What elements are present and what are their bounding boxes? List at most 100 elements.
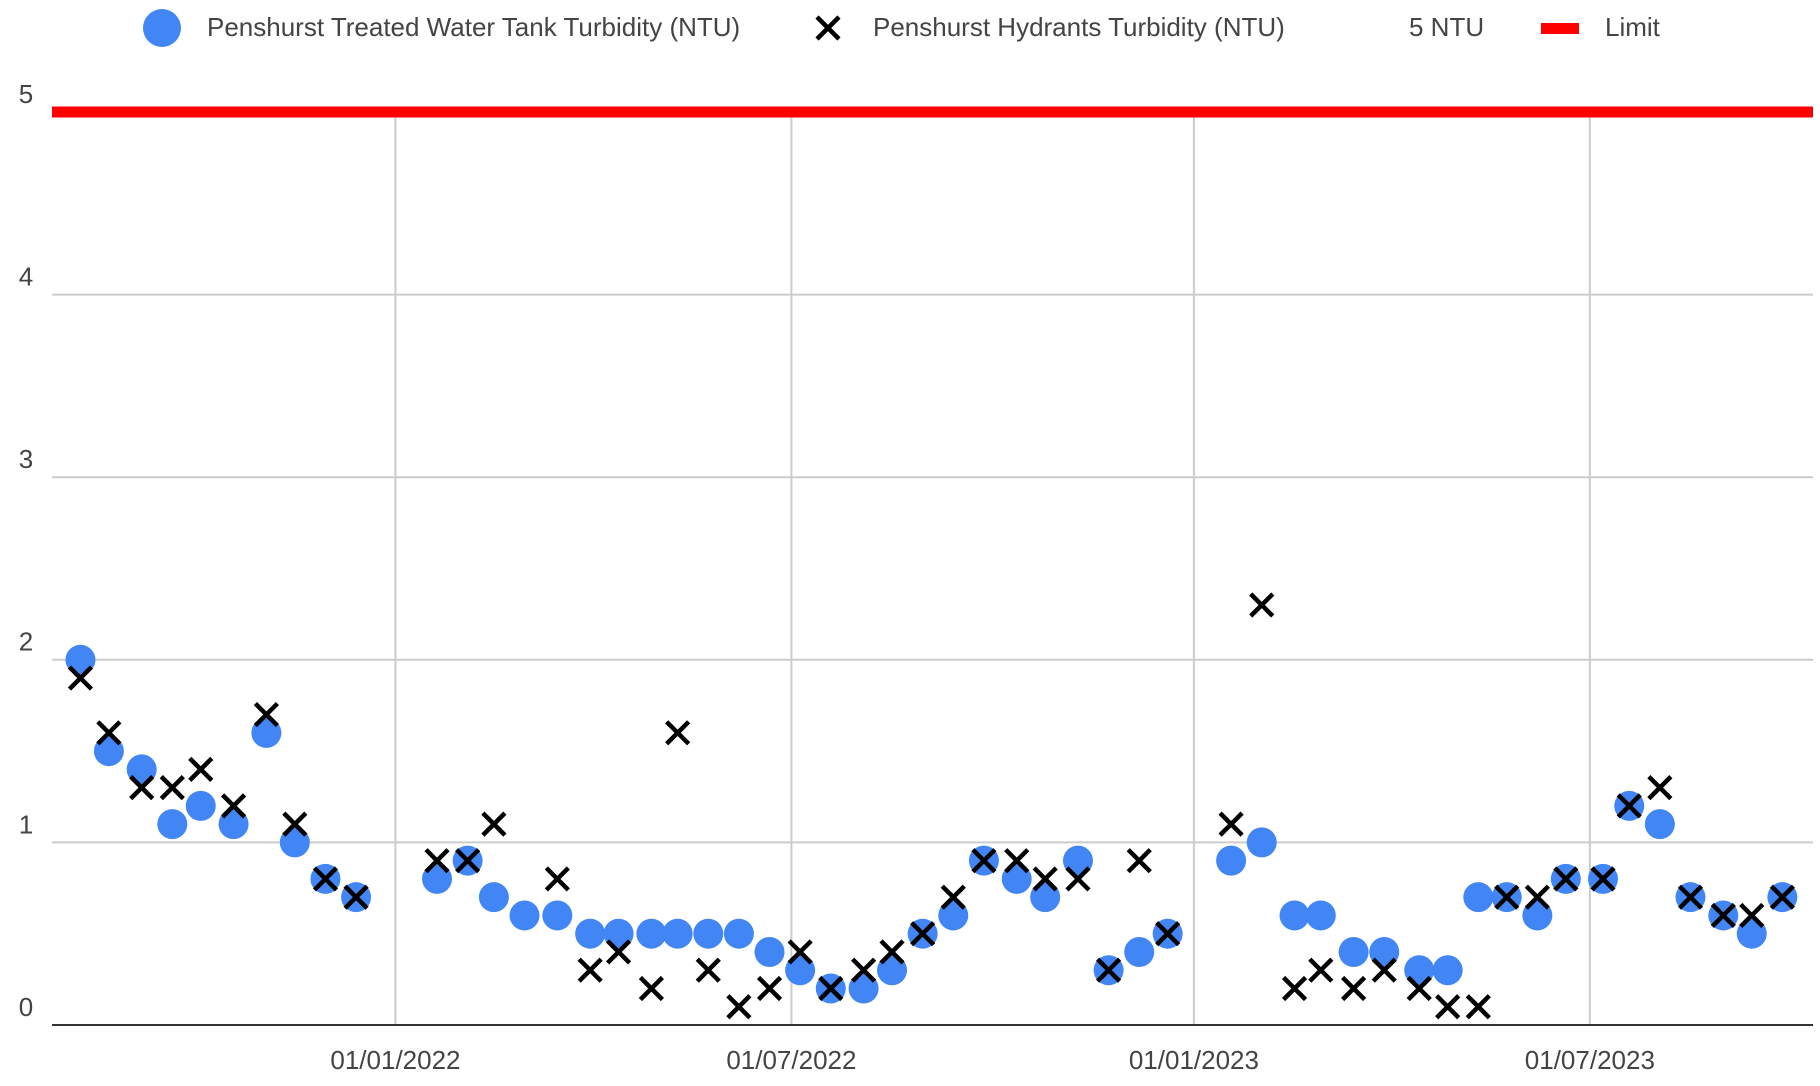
legend-label: Limit: [1605, 12, 1661, 42]
legend-marker: [815, 15, 841, 41]
point: [251, 717, 282, 748]
y-tick-label: 0: [19, 992, 33, 1022]
point: [1308, 957, 1334, 983]
point: [665, 720, 691, 746]
point: [159, 775, 185, 801]
point: [1032, 866, 1058, 892]
point: [695, 957, 721, 983]
point: [785, 955, 816, 986]
point: [542, 900, 573, 931]
point: [662, 918, 693, 949]
point: [478, 882, 509, 913]
point: [971, 848, 997, 874]
point: [577, 957, 603, 983]
point: [605, 939, 632, 965]
point: [1435, 994, 1461, 1020]
point: [185, 790, 216, 821]
point: [1369, 936, 1400, 967]
point: [312, 866, 339, 892]
point: [1216, 845, 1247, 876]
point: [1305, 900, 1336, 931]
point: [938, 900, 969, 931]
point: [126, 754, 157, 785]
point: [1432, 955, 1463, 986]
point: [1739, 902, 1765, 929]
point: [509, 900, 540, 931]
legend-marker: [143, 9, 181, 47]
point: [1341, 975, 1367, 1002]
point: [1281, 975, 1308, 1002]
point: [726, 994, 752, 1020]
point: [1004, 848, 1030, 874]
point: [279, 827, 310, 858]
point: [638, 975, 664, 1002]
legend-marker: [1541, 23, 1579, 34]
point: [93, 736, 124, 767]
point: [1647, 775, 1673, 801]
legend-label: 5 NTU: [1409, 12, 1484, 42]
point: [188, 756, 214, 782]
x-tick-label: 01/01/2023: [1129, 1045, 1259, 1075]
point: [129, 775, 155, 801]
point: [65, 644, 96, 675]
point: [1371, 957, 1397, 983]
point: [1406, 975, 1432, 1002]
point: [848, 973, 879, 1004]
point: [1736, 918, 1767, 949]
point: [1001, 863, 1032, 894]
point: [1062, 845, 1093, 876]
point: [96, 720, 122, 746]
point: [754, 936, 785, 967]
point: [787, 939, 813, 965]
point: [1769, 884, 1795, 910]
point: [1065, 866, 1091, 892]
point: [1522, 900, 1553, 931]
point: [723, 918, 754, 949]
point: [1124, 936, 1155, 967]
point: [343, 884, 369, 910]
point: [1644, 809, 1675, 840]
legend-label: Penshurst Treated Water Tank Turbidity (…: [207, 12, 740, 42]
y-tick-label: 2: [19, 627, 33, 657]
point: [756, 975, 783, 1002]
point: [877, 955, 908, 986]
point: [1465, 994, 1491, 1020]
point: [1096, 957, 1122, 983]
point: [1279, 900, 1310, 931]
x-tick-label: 01/07/2022: [726, 1045, 856, 1075]
point: [603, 918, 634, 949]
point: [67, 665, 94, 691]
point: [1553, 866, 1579, 892]
point: [157, 809, 188, 840]
point: [1463, 882, 1494, 913]
point: [940, 884, 966, 910]
point: [1710, 902, 1736, 929]
point: [1524, 884, 1550, 910]
point: [455, 848, 481, 874]
point: [544, 866, 570, 892]
point: [636, 918, 667, 949]
y-tick-label: 1: [19, 809, 33, 839]
point: [1677, 884, 1704, 910]
point: [1494, 884, 1520, 910]
point: [1590, 866, 1616, 892]
point: [818, 975, 844, 1002]
y-tick-label: 5: [19, 79, 33, 109]
point: [1249, 592, 1275, 618]
point: [253, 701, 279, 728]
y-tick-label: 4: [19, 261, 33, 291]
point: [1030, 882, 1061, 913]
point: [481, 811, 507, 837]
y-tick-label: 3: [19, 444, 33, 474]
point: [1155, 921, 1181, 947]
point: [879, 939, 905, 965]
point: [220, 793, 247, 819]
point: [1338, 936, 1369, 967]
x-tick-label: 01/07/2023: [1525, 1045, 1655, 1075]
point: [693, 918, 724, 949]
point: [575, 918, 606, 949]
point: [424, 848, 450, 874]
point: [910, 921, 936, 947]
